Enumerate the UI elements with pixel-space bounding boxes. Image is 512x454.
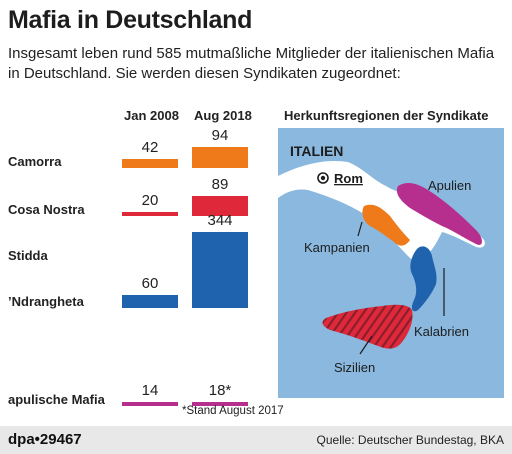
row-label-2: Stidda bbox=[8, 248, 48, 263]
region-kalabrien bbox=[410, 246, 437, 312]
bar-4-1 bbox=[192, 402, 248, 406]
region-apulien bbox=[396, 183, 482, 245]
row-label-3: ’Ndrangheta bbox=[8, 294, 84, 309]
map-panel: ITALIEN Rom Apulien Kampanien Kalabrien … bbox=[278, 128, 504, 398]
bar-1-1 bbox=[192, 196, 248, 216]
value-label-4-0: 14 bbox=[141, 382, 159, 399]
map-label-apulien: Apulien bbox=[428, 178, 471, 193]
map-capital-label: Rom bbox=[334, 171, 363, 186]
page-subtitle: Insgesamt leben rund 585 mutmaßliche Mit… bbox=[8, 45, 495, 82]
italy-map: ITALIEN Rom Apulien Kampanien Kalabrien … bbox=[278, 128, 504, 398]
map-title: Herkunftsregionen der Syndikate bbox=[284, 108, 489, 123]
bar-0-0 bbox=[122, 159, 178, 168]
value-label-0-0: 42 bbox=[141, 139, 159, 156]
value-label-0-1: 94 bbox=[211, 127, 229, 144]
dpa-logo: dpa•29467 bbox=[8, 431, 82, 448]
map-label-kalabrien: Kalabrien bbox=[414, 324, 469, 339]
value-label-1-1: 89 bbox=[211, 176, 229, 193]
footnote: *Stand August 2017 bbox=[182, 405, 284, 417]
footer-bar bbox=[0, 426, 512, 454]
map-label-sizilien: Sizilien bbox=[334, 360, 375, 375]
row-label-1: Cosa Nostra bbox=[8, 202, 85, 217]
column-header-0: Jan 2008 bbox=[124, 108, 179, 123]
value-label-1-0: 20 bbox=[141, 192, 159, 209]
bar-0-1 bbox=[192, 147, 248, 168]
value-label-3-1: 344 bbox=[207, 212, 233, 229]
region-kampanien bbox=[362, 204, 410, 246]
row-label-0: Camorra bbox=[8, 154, 62, 169]
region-sizilien bbox=[322, 304, 413, 349]
bar-4-0 bbox=[122, 402, 178, 406]
source-text: Quelle: Deutscher Bundestag, BKA bbox=[316, 433, 504, 447]
map-label-kampanien: Kampanien bbox=[304, 240, 370, 255]
bar-3-1 bbox=[192, 232, 248, 308]
map-country-label: ITALIEN bbox=[290, 143, 343, 159]
page-title: Mafia in Deutschland bbox=[8, 6, 253, 34]
value-label-4-1: 18* bbox=[208, 382, 232, 399]
column-header-1: Aug 2018 bbox=[194, 108, 252, 123]
row-label-4: apulische Mafia bbox=[8, 392, 105, 407]
bar-3-0 bbox=[122, 295, 178, 308]
value-label-3-0: 60 bbox=[141, 275, 159, 292]
bar-1-0 bbox=[122, 212, 178, 216]
